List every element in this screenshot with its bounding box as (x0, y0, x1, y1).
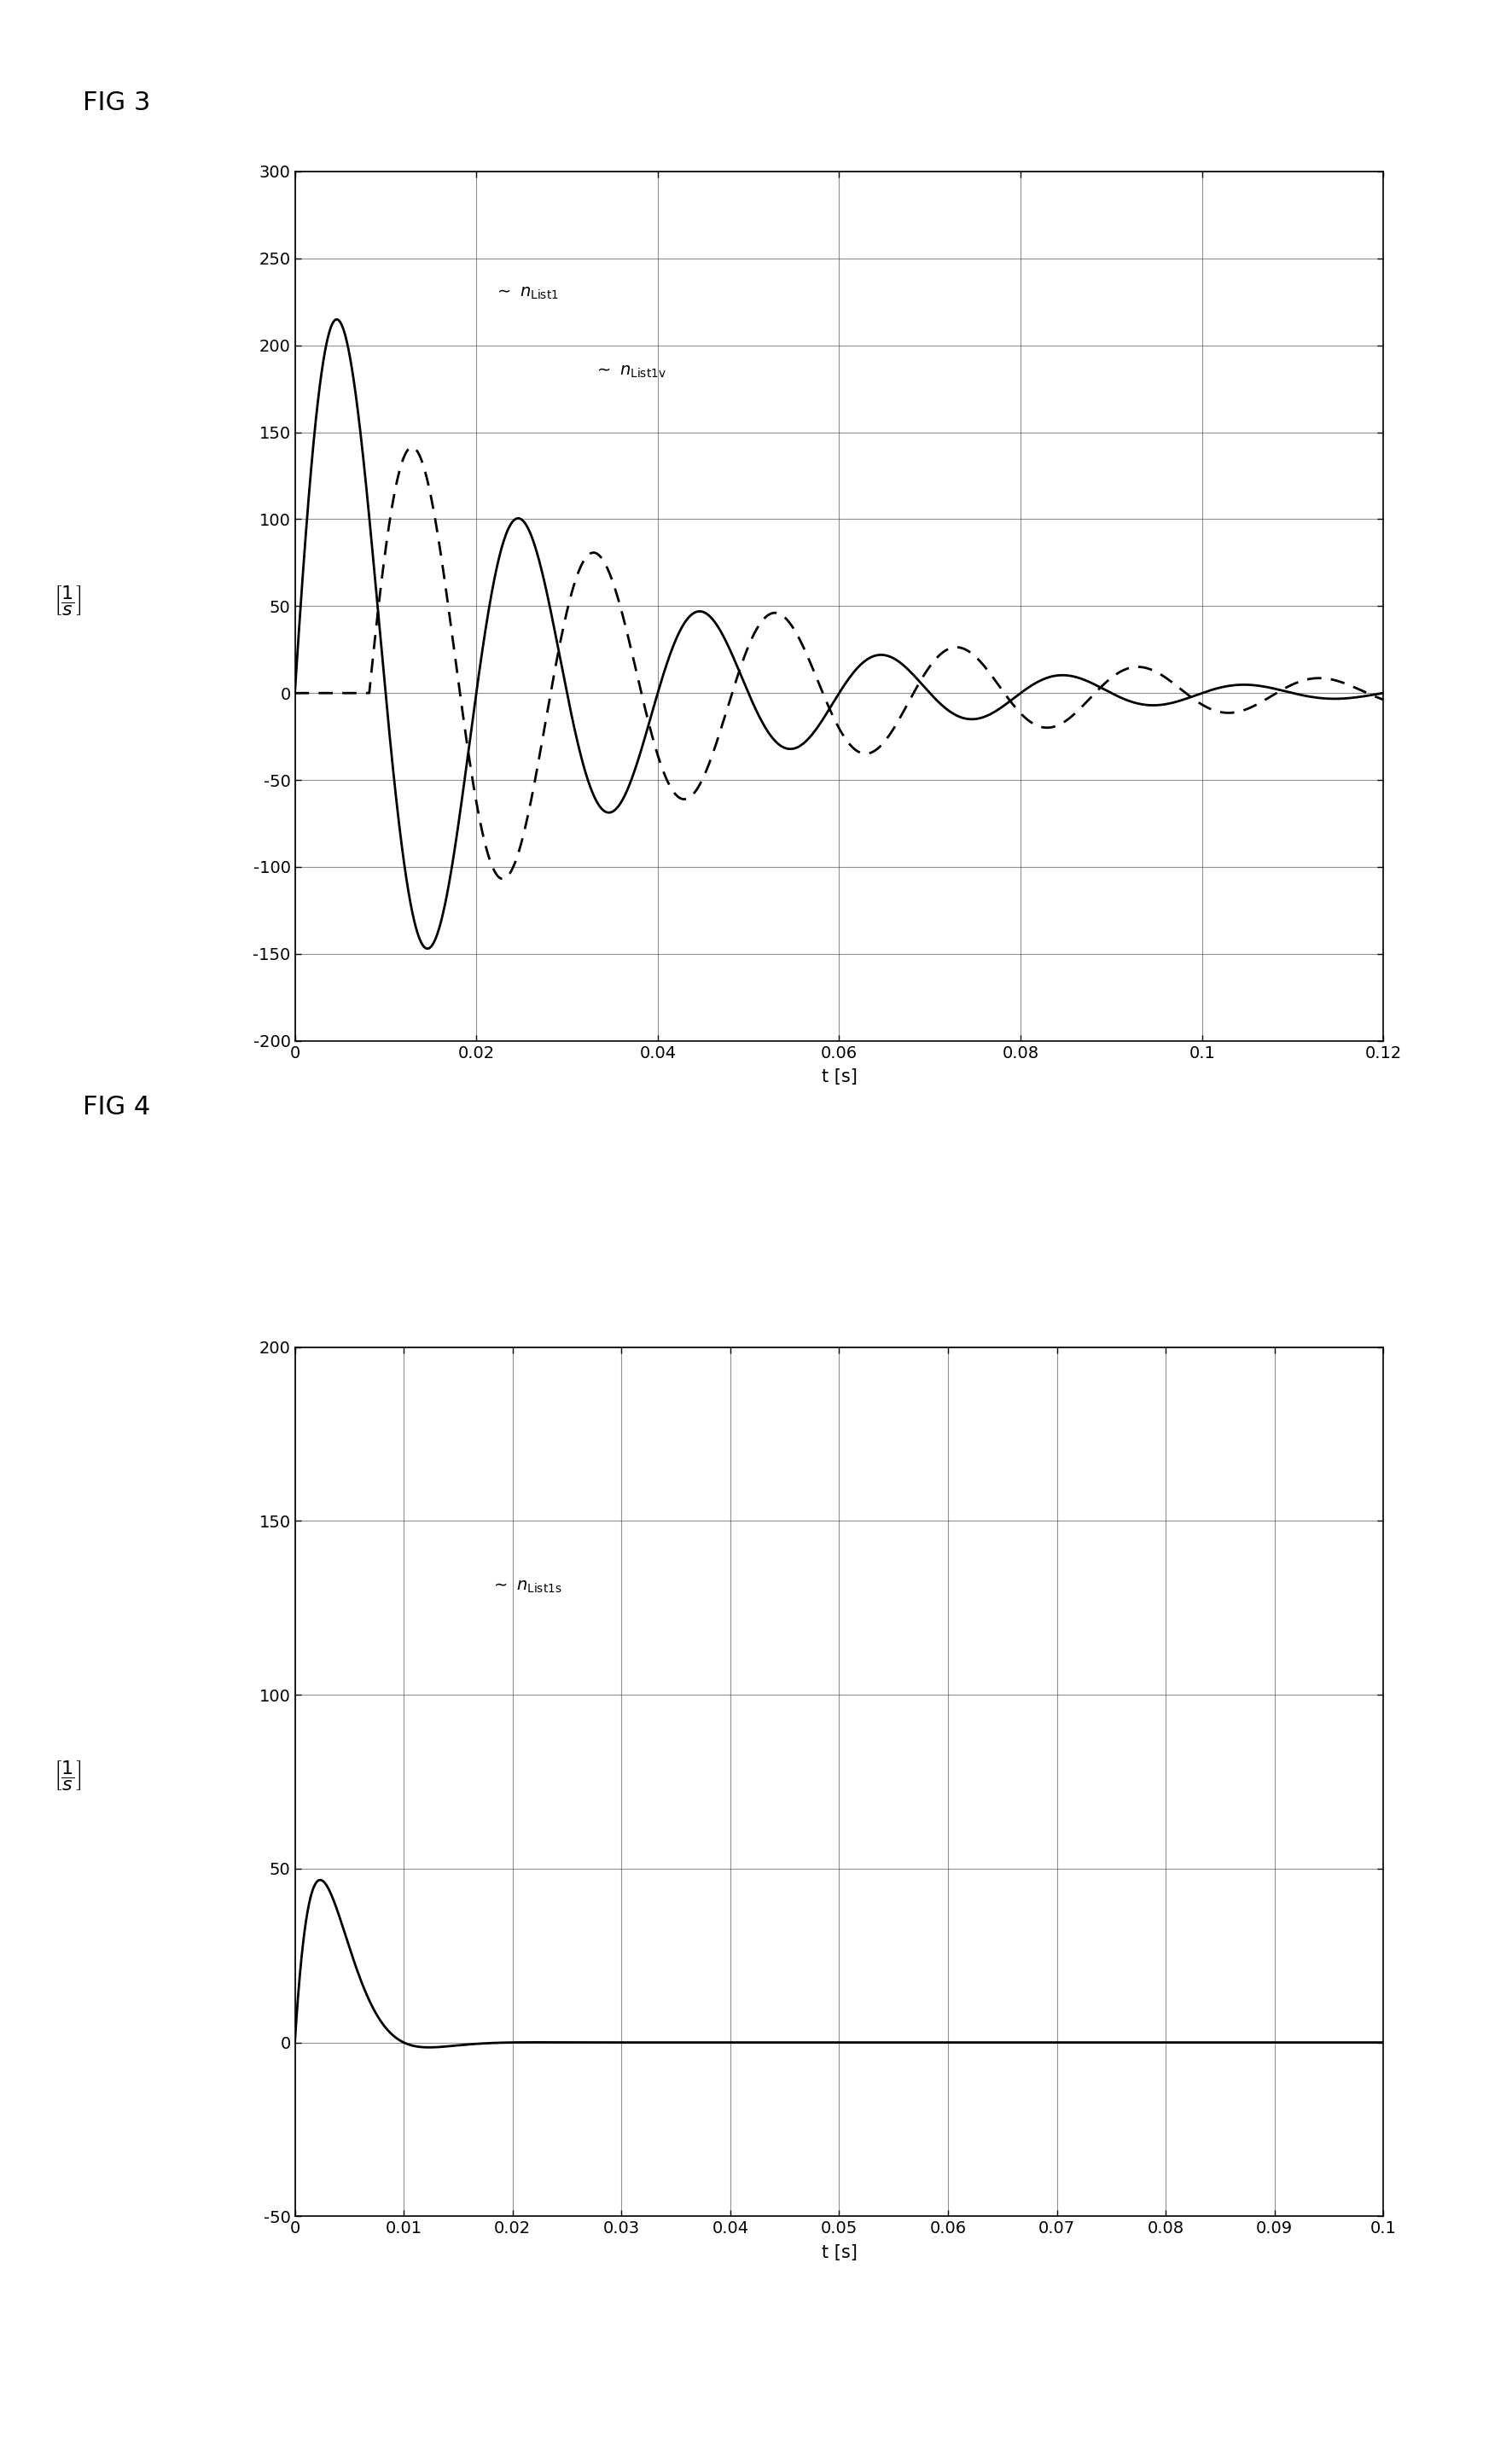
Text: $\left[\dfrac{1}{s}\right]$: $\left[\dfrac{1}{s}\right]$ (54, 583, 82, 617)
Text: $\mathregular{\sim}$ $n_{\mathregular{List1s}}$: $\mathregular{\sim}$ $n_{\mathregular{Li… (491, 1580, 562, 1594)
Text: FIG 4: FIG 4 (83, 1095, 151, 1119)
Text: $\left[\dfrac{1}{s}\right]$: $\left[\dfrac{1}{s}\right]$ (54, 1758, 82, 1793)
Text: $\mathregular{\sim}$ $n_{\mathregular{List1}}$: $\mathregular{\sim}$ $n_{\mathregular{Li… (494, 284, 559, 301)
Text: FIG 3: FIG 3 (83, 91, 151, 115)
Text: $\mathregular{\sim}$ $n_{\mathregular{List1v}}$: $\mathregular{\sim}$ $n_{\mathregular{Li… (594, 362, 667, 380)
X-axis label: t [s]: t [s] (821, 1068, 857, 1085)
X-axis label: t [s]: t [s] (821, 2243, 857, 2260)
